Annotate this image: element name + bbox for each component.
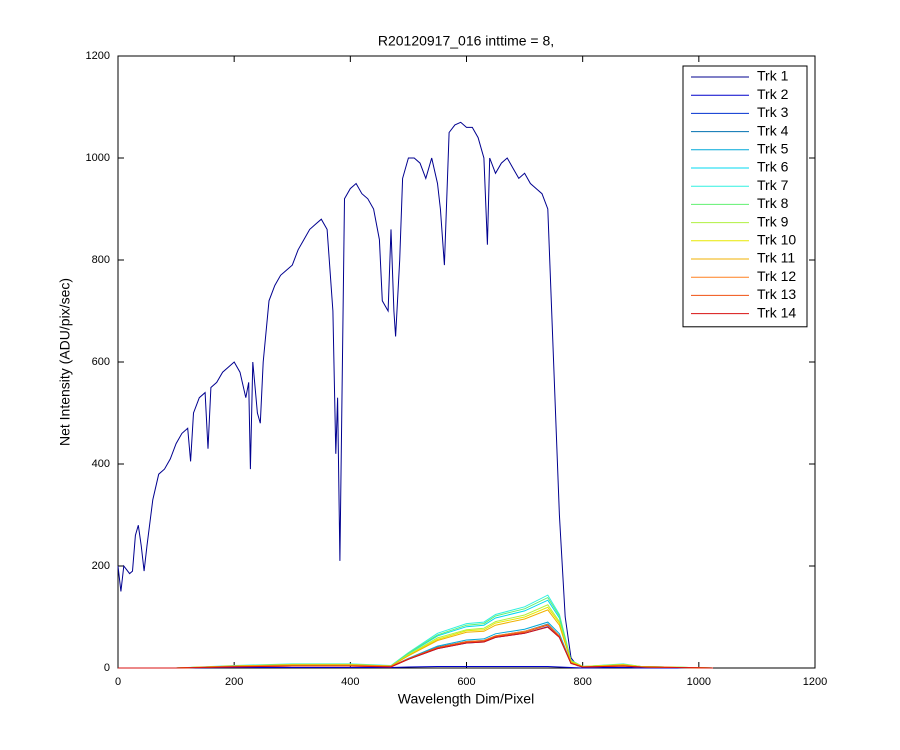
y-tick-label: 200 <box>92 560 110 572</box>
y-tick-label: 1200 <box>86 50 110 62</box>
legend-label: Trk 4 <box>757 122 789 138</box>
legend-label: Trk 1 <box>757 68 789 84</box>
y-tick-label: 400 <box>92 458 110 470</box>
legend-label: Trk 10 <box>757 232 796 248</box>
y-tick-label: 1000 <box>86 152 110 164</box>
series-line <box>117 121 713 669</box>
series-line <box>118 666 713 669</box>
y-tick-label: 600 <box>92 356 110 368</box>
legend-label: Trk 7 <box>757 177 789 193</box>
x-tick-label: 1000 <box>687 676 711 688</box>
legend-label: Trk 8 <box>757 195 789 211</box>
x-tick-label: 1200 <box>803 676 827 688</box>
legend-label: Trk 12 <box>757 268 796 284</box>
legend-label: Trk 5 <box>757 141 789 157</box>
x-tick-label: 200 <box>225 676 243 688</box>
x-tick-label: 0 <box>115 676 121 688</box>
legend-label: Trk 14 <box>757 304 796 320</box>
legend-label: Trk 6 <box>757 159 789 175</box>
x-tick-label: 600 <box>457 676 475 688</box>
x-tick-label: 800 <box>573 676 591 688</box>
legend-label: Trk 2 <box>757 86 789 102</box>
legend-label: Trk 9 <box>757 213 789 229</box>
x-tick-label: 400 <box>341 676 359 688</box>
legend-label: Trk 13 <box>757 286 796 302</box>
legend-label: Trk 11 <box>757 250 795 266</box>
chart-title: R20120917_016 inttime = 8, <box>378 33 554 49</box>
series-line <box>118 626 713 669</box>
legend-box <box>682 65 808 328</box>
y-tick-label: 0 <box>104 662 110 674</box>
x-axis-label: Wavelength Dim/Pixel <box>398 691 534 707</box>
y-tick-label: 800 <box>92 254 110 266</box>
legend-label: Trk 3 <box>757 104 789 120</box>
y-axis-label: Net Intensity (ADU/pix/sec) <box>57 278 73 446</box>
